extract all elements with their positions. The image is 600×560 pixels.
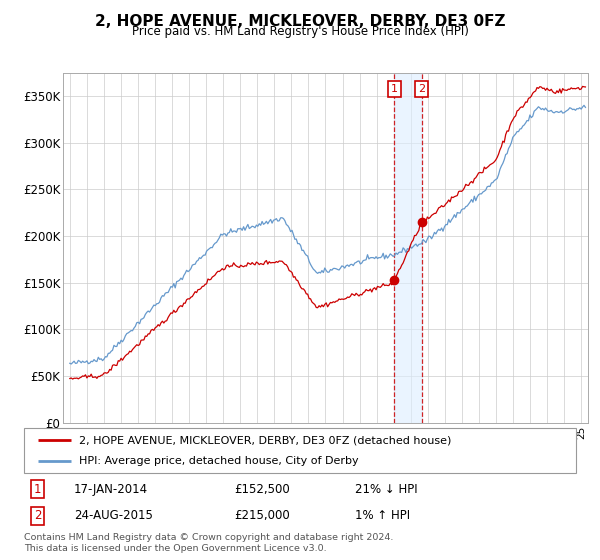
Text: 17-JAN-2014: 17-JAN-2014 [74, 483, 148, 496]
Text: Contains HM Land Registry data © Crown copyright and database right 2024.
This d: Contains HM Land Registry data © Crown c… [24, 533, 394, 553]
Text: 1: 1 [34, 483, 41, 496]
Text: 2: 2 [34, 510, 41, 522]
Text: Price paid vs. HM Land Registry's House Price Index (HPI): Price paid vs. HM Land Registry's House … [131, 25, 469, 38]
Text: HPI: Average price, detached house, City of Derby: HPI: Average price, detached house, City… [79, 456, 359, 466]
Text: £152,500: £152,500 [234, 483, 290, 496]
Text: 1: 1 [391, 83, 398, 94]
FancyBboxPatch shape [24, 428, 576, 473]
Text: 24-AUG-2015: 24-AUG-2015 [74, 510, 152, 522]
Text: 2, HOPE AVENUE, MICKLEOVER, DERBY, DE3 0FZ (detached house): 2, HOPE AVENUE, MICKLEOVER, DERBY, DE3 0… [79, 436, 452, 446]
Text: 2, HOPE AVENUE, MICKLEOVER, DERBY, DE3 0FZ: 2, HOPE AVENUE, MICKLEOVER, DERBY, DE3 0… [95, 14, 505, 29]
Text: 2: 2 [418, 83, 425, 94]
Bar [394, 73, 422, 423]
Text: 1% ↑ HPI: 1% ↑ HPI [355, 510, 410, 522]
Text: 21% ↓ HPI: 21% ↓ HPI [355, 483, 418, 496]
Text: £215,000: £215,000 [234, 510, 290, 522]
